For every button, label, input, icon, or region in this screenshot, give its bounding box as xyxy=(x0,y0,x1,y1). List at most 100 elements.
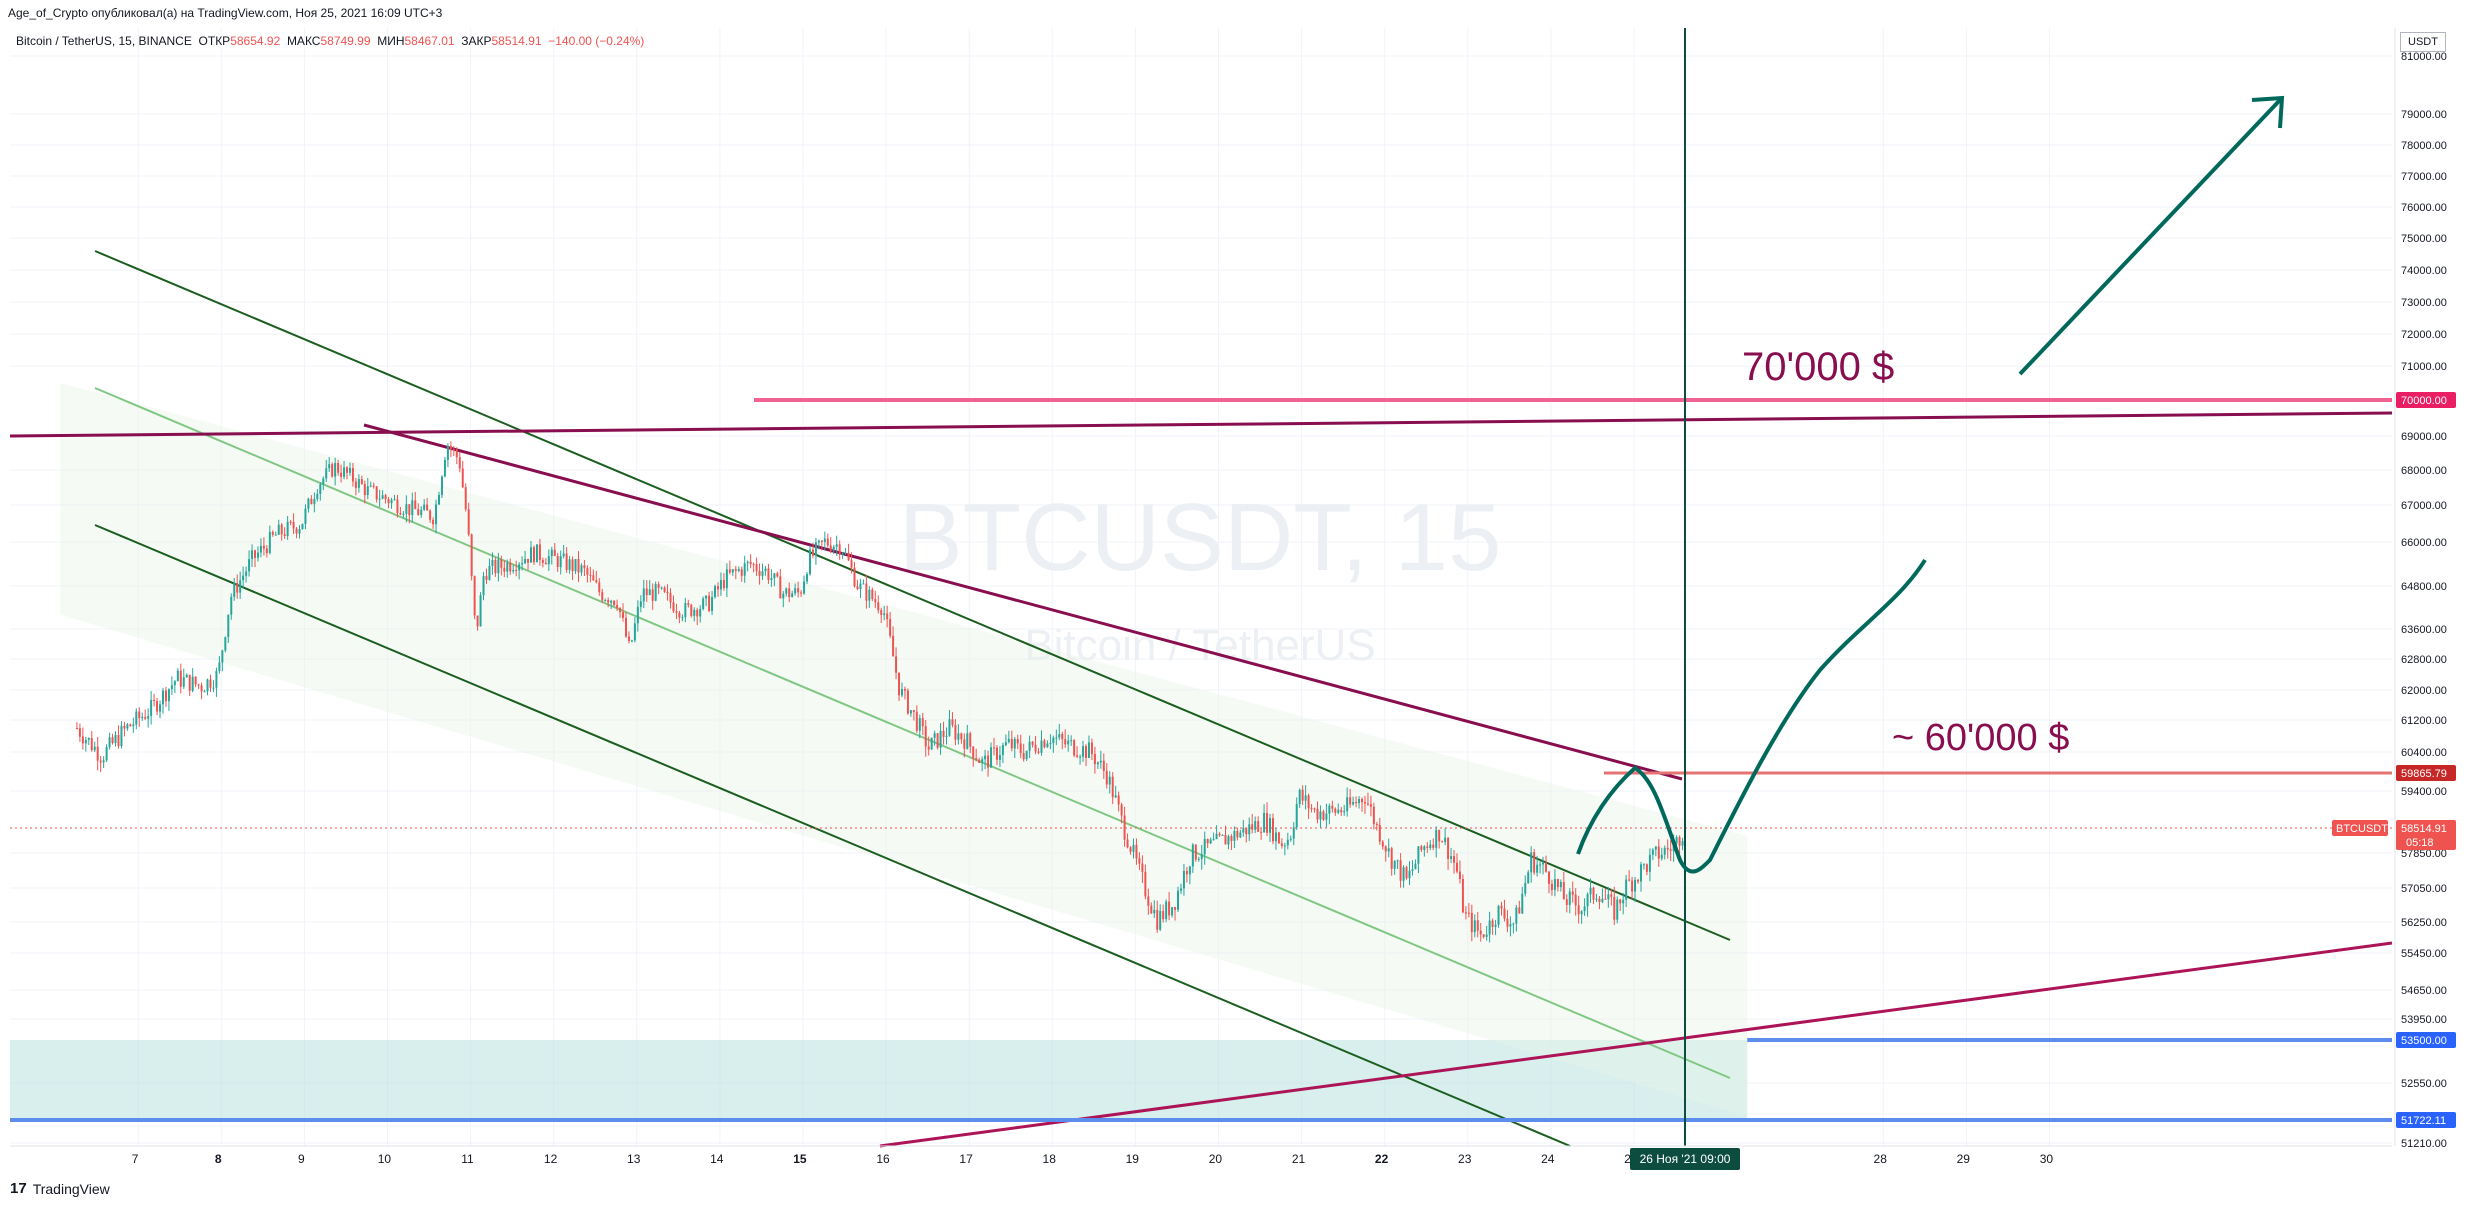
candle-body xyxy=(429,510,432,520)
candle-body xyxy=(274,534,277,536)
candle-body xyxy=(948,719,951,736)
candle-body xyxy=(1521,893,1524,914)
support-line-rising xyxy=(879,941,2393,1148)
x-tick-label: 14 xyxy=(710,1152,724,1166)
candle-body xyxy=(1067,740,1070,745)
candle-body xyxy=(1613,896,1616,920)
candle-body xyxy=(1185,870,1188,875)
candle-body xyxy=(1135,844,1138,859)
candle-body xyxy=(711,597,714,612)
channel-fill xyxy=(60,383,1748,1117)
x-tick-label: 16 xyxy=(876,1152,890,1166)
candle-body xyxy=(1423,846,1426,850)
candle-body xyxy=(1622,899,1625,904)
candle-body xyxy=(1524,883,1527,894)
candle-body xyxy=(1500,905,1503,909)
candle-body xyxy=(1571,891,1574,895)
price-tag-t59865 xyxy=(2396,765,2456,781)
candle-body xyxy=(1417,846,1420,864)
candle-body xyxy=(1610,894,1613,897)
currency-button[interactable]: USDT xyxy=(2400,32,2446,52)
high-label: МАКС xyxy=(286,34,321,48)
symbol-name[interactable]: Bitcoin / TetherUS, 15, BINANCE xyxy=(16,34,192,48)
candle-body xyxy=(642,588,645,602)
candle-body xyxy=(1414,863,1417,870)
candle-body xyxy=(1651,849,1654,855)
candle-body xyxy=(1233,830,1236,841)
candle-body xyxy=(426,504,429,511)
y-tick-label: 57850.00 xyxy=(2401,848,2447,860)
candle-body xyxy=(1405,867,1408,879)
candle-body xyxy=(191,676,194,691)
candle-body xyxy=(592,575,595,581)
candle-body xyxy=(1102,760,1105,771)
support-zone xyxy=(10,1040,1748,1120)
candle-body xyxy=(1257,821,1260,832)
candle-body xyxy=(1601,898,1604,902)
y-tick-label: 52550.00 xyxy=(2401,1078,2447,1090)
candle-body xyxy=(1307,795,1310,809)
candle-body xyxy=(895,656,898,673)
candle-body xyxy=(1399,860,1402,881)
candle-body xyxy=(1375,823,1378,825)
candle-body xyxy=(1016,738,1019,744)
candle-body xyxy=(1034,744,1037,752)
candle-body xyxy=(1429,844,1432,848)
candle-body xyxy=(992,747,995,749)
candle-body xyxy=(1420,846,1423,850)
candle-body xyxy=(1663,847,1666,855)
candle-body xyxy=(1085,746,1088,759)
y-tick-label: 51210.00 xyxy=(2401,1138,2447,1150)
candle-body xyxy=(1384,846,1387,852)
candle-body xyxy=(1031,741,1034,745)
candle-body xyxy=(624,617,627,637)
candle-body xyxy=(547,556,550,565)
candle-body xyxy=(909,710,912,714)
candle-body xyxy=(351,467,354,482)
candle-body xyxy=(283,534,286,537)
y-tick-label: 63600.00 xyxy=(2401,624,2447,636)
candle-body xyxy=(1426,846,1429,848)
candle-body xyxy=(1298,789,1301,805)
candle-body xyxy=(1254,821,1257,830)
candle-body xyxy=(1150,905,1153,914)
candle-body xyxy=(1316,808,1319,820)
candle-body xyxy=(506,562,509,572)
candle-body xyxy=(215,670,218,688)
candle-body xyxy=(1055,737,1058,739)
candle-body xyxy=(84,739,87,744)
candle-body xyxy=(1467,912,1470,914)
candle-body xyxy=(538,544,541,560)
x-tick-label: 8 xyxy=(215,1152,222,1166)
x-tick-label: 30 xyxy=(2040,1152,2054,1166)
candle-body xyxy=(227,614,230,638)
candle-body xyxy=(1168,901,1171,916)
candle-body xyxy=(224,637,227,651)
candle-body xyxy=(871,589,874,600)
candle-body xyxy=(731,569,734,573)
candle-body xyxy=(657,584,660,588)
candle-body xyxy=(1361,799,1364,803)
candle-body xyxy=(1675,837,1678,844)
candle-body xyxy=(903,688,906,691)
footer-brand[interactable]: 17 TradingView xyxy=(10,1180,110,1197)
candle-body xyxy=(346,467,349,473)
candle-body xyxy=(360,479,363,484)
candle-body xyxy=(808,549,811,575)
candle-body xyxy=(702,598,705,609)
candle-body xyxy=(354,481,357,488)
low-value: 58467.01 xyxy=(404,34,455,48)
candle-body xyxy=(696,609,699,617)
candle-body xyxy=(328,464,331,469)
candle-body xyxy=(1221,834,1224,836)
candle-body xyxy=(470,534,473,577)
candle-body xyxy=(797,588,800,593)
x-tick-label: 20 xyxy=(1209,1152,1223,1166)
x-tick-label: 7 xyxy=(132,1152,139,1166)
candle-body xyxy=(524,558,527,564)
candle-body xyxy=(1242,827,1245,833)
candle-body xyxy=(1096,762,1099,765)
candle-body xyxy=(930,737,933,750)
